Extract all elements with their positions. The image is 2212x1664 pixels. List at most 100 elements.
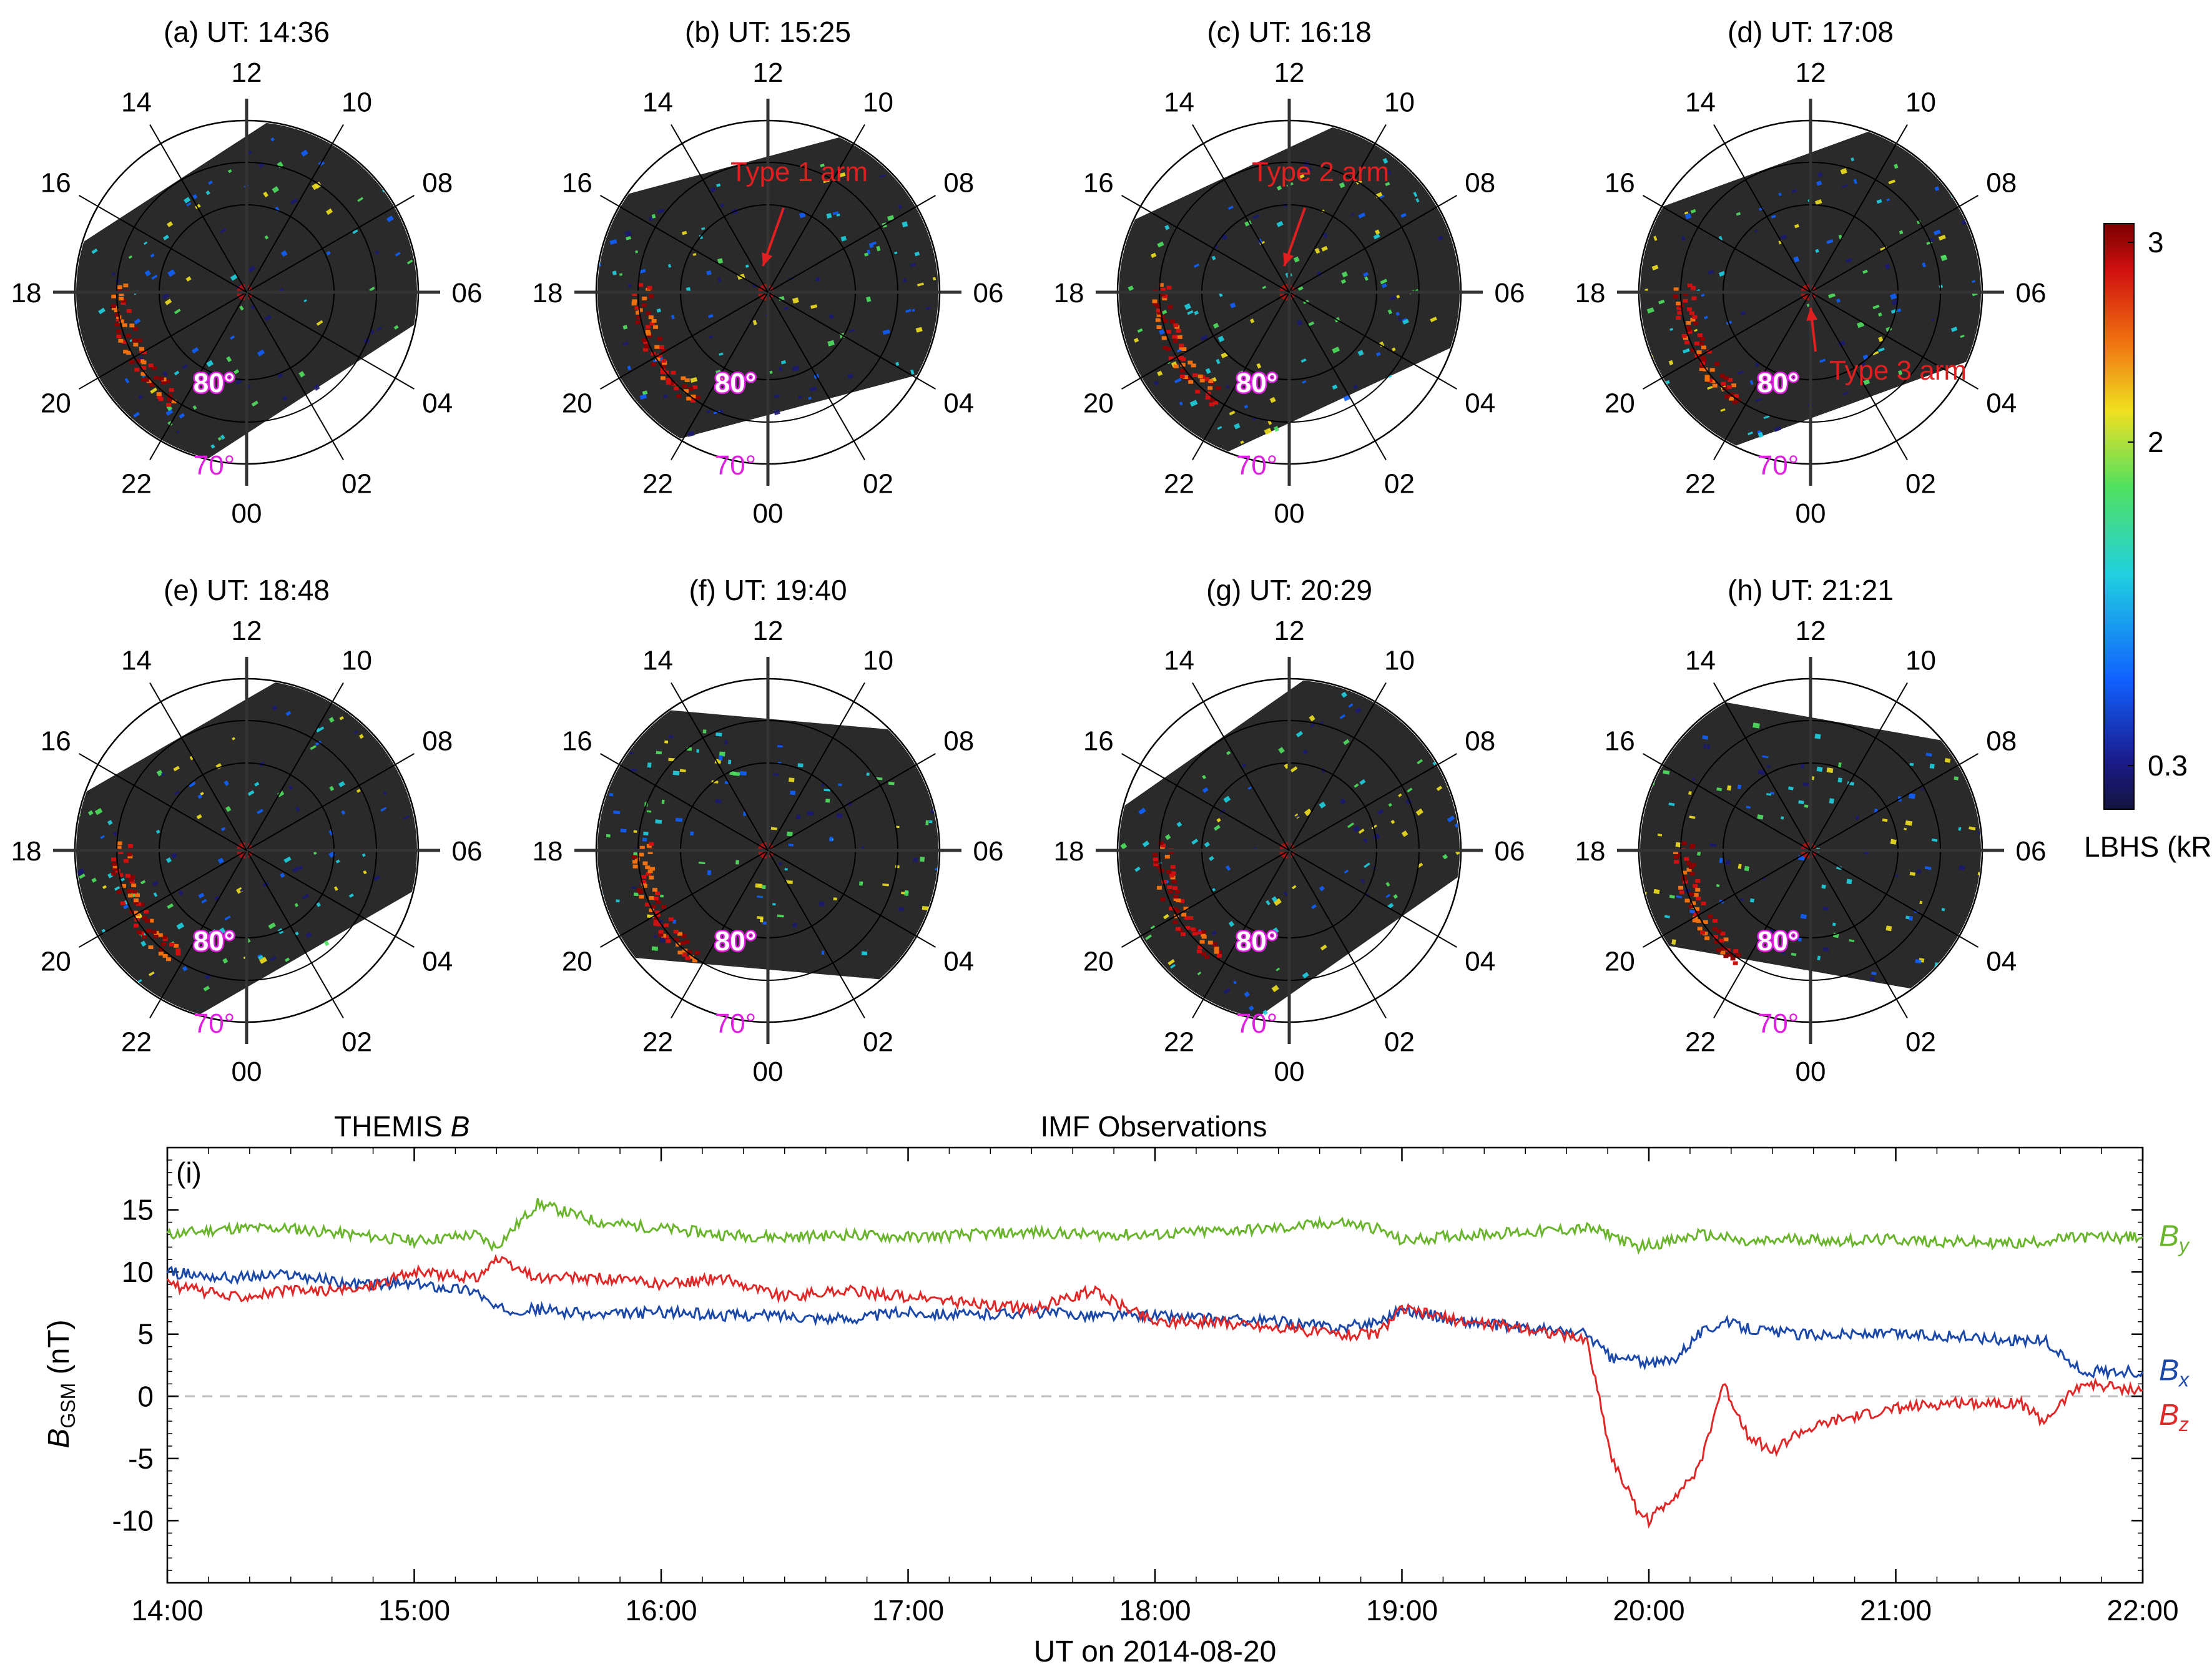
lat-label-70: 70°	[194, 450, 235, 481]
hour-label: 14	[1164, 645, 1194, 676]
hour-label: 16	[41, 726, 71, 757]
annotation-label: Type 2 arm	[1252, 157, 1389, 187]
hour-label: 08	[422, 168, 453, 199]
hour-label: 16	[562, 168, 592, 199]
meridian-line	[1121, 292, 1290, 390]
hour-label: 18	[1575, 836, 1606, 867]
hour-label: 14	[1685, 645, 1716, 676]
hour-label: 22	[1164, 469, 1194, 500]
y-tick-label: 10	[122, 1256, 154, 1288]
themis-label: THEMIS B	[334, 1110, 469, 1143]
hour-label: 22	[1685, 1027, 1716, 1058]
meridian-line	[246, 292, 344, 460]
hour-label: 06	[1495, 836, 1525, 867]
polar-panel-d: (d) UT: 17:08 12 10 08 06 04 02 00 22 20 18 16 14 80°…	[1575, 16, 2047, 529]
meridian-line	[1289, 682, 1387, 851]
hour-label: 12	[232, 616, 262, 646]
meridian-line	[1810, 850, 1979, 948]
hour-label: 16	[1605, 726, 1635, 757]
meridian-line	[1713, 850, 1811, 1018]
hour-label: 12	[1796, 616, 1826, 646]
hour-label: 06	[973, 278, 1004, 308]
panel-title: (f) UT: 19:40	[689, 574, 847, 606]
hour-label: 12	[232, 57, 262, 88]
hour-label: 08	[1986, 726, 2017, 757]
auroral-image	[1640, 122, 1981, 463]
hour-label: 18	[533, 278, 563, 308]
panel-title: (e) UT: 18:48	[164, 574, 330, 606]
hour-label: 12	[1274, 57, 1305, 88]
imf-title: IMF Observations	[1041, 1110, 1267, 1143]
hour-label: 04	[1465, 388, 1495, 419]
type-arm-annotation: Type 1 arm	[730, 157, 868, 267]
hour-label: 08	[943, 168, 974, 199]
hour-label: 10	[342, 645, 372, 676]
polar-panel-g: (g) UT: 20:29 12 10 08 06 04 02 00 22 20 18 16 14 80°…	[1054, 574, 1525, 1087]
lat-label-70: 70°	[1236, 450, 1278, 481]
meridian-line	[1643, 850, 1811, 948]
meridian-line	[149, 850, 247, 1018]
hour-label: 02	[863, 469, 893, 500]
hour-label: 14	[642, 645, 673, 676]
lat-label-80: 80°	[1757, 368, 1799, 398]
hour-label: 08	[422, 726, 453, 757]
lat-label-70: 70°	[1757, 450, 1799, 481]
meridian-line	[1289, 850, 1457, 948]
y-tick-label: 0	[137, 1380, 154, 1412]
colorbar-tick-0-3: 0.3	[2148, 749, 2188, 782]
hour-label: 10	[863, 87, 893, 117]
hour-label: 18	[1054, 278, 1084, 308]
meridian-line	[600, 753, 769, 851]
meridian-line	[1643, 292, 1811, 390]
meridian-line	[1810, 682, 1908, 851]
meridian-line	[1713, 292, 1811, 460]
meridian-line	[1810, 195, 1979, 293]
meridian-line	[246, 124, 344, 293]
hour-label: 20	[1605, 947, 1635, 977]
meridian-line	[671, 850, 769, 1018]
hour-label: 04	[1465, 947, 1495, 977]
meridian-line	[767, 682, 865, 851]
x-tick-label: 15:00	[378, 1594, 450, 1627]
meridian-line	[149, 682, 247, 851]
hour-label: 00	[232, 1056, 262, 1087]
meridian-line	[79, 850, 247, 948]
hour-label: 06	[452, 836, 483, 867]
lat-label-70: 70°	[1757, 1008, 1799, 1039]
series-label-x: Bx	[2159, 1354, 2190, 1391]
hour-label: 04	[1986, 388, 2017, 419]
lat-label-70: 70°	[1236, 1008, 1278, 1039]
hour-label: 20	[1083, 947, 1114, 977]
lat-label-70: 70°	[715, 450, 757, 481]
lat-label-70: 70°	[715, 1008, 757, 1039]
polar-panel-c: (c) UT: 16:18 12 10 08 06 04 02 00 22 20 18 16 14 80°…	[1054, 16, 1525, 529]
hour-label: 08	[1465, 168, 1495, 199]
hour-label: 10	[1384, 87, 1415, 117]
meridian-line	[246, 850, 344, 1018]
meridian-line	[1289, 195, 1457, 293]
panel-title: (a) UT: 14:36	[164, 16, 330, 48]
meridian-line	[767, 850, 936, 948]
hour-label: 06	[2016, 836, 2047, 867]
hour-label: 06	[1495, 278, 1525, 308]
meridian-line	[600, 850, 769, 948]
meridian-line	[1121, 195, 1290, 293]
annotation-label: Type 3 arm	[1829, 355, 1967, 386]
hour-label: 12	[1796, 57, 1826, 88]
hour-label: 14	[642, 87, 673, 117]
meridian-line	[671, 292, 769, 460]
hour-label: 22	[121, 469, 152, 500]
lat-label-80: 80°	[194, 926, 235, 957]
meridian-line	[79, 753, 247, 851]
y-axis-label: BGSM (nT)	[42, 1319, 79, 1448]
hour-label: 16	[41, 168, 71, 199]
hour-label: 10	[1384, 645, 1415, 676]
meridian-line	[767, 124, 865, 293]
hour-label: 00	[1796, 498, 1826, 529]
polar-panels: (a) UT: 14:36 12 10 08 06 04 02 00 22 20 18 16 14 80°…	[11, 16, 2047, 1087]
hour-label: 08	[1986, 168, 2017, 199]
hour-label: 20	[41, 388, 71, 419]
meridian-line	[767, 195, 936, 293]
hour-label: 02	[1905, 1027, 1936, 1058]
panel-title: (h) UT: 21:21	[1728, 574, 1894, 606]
